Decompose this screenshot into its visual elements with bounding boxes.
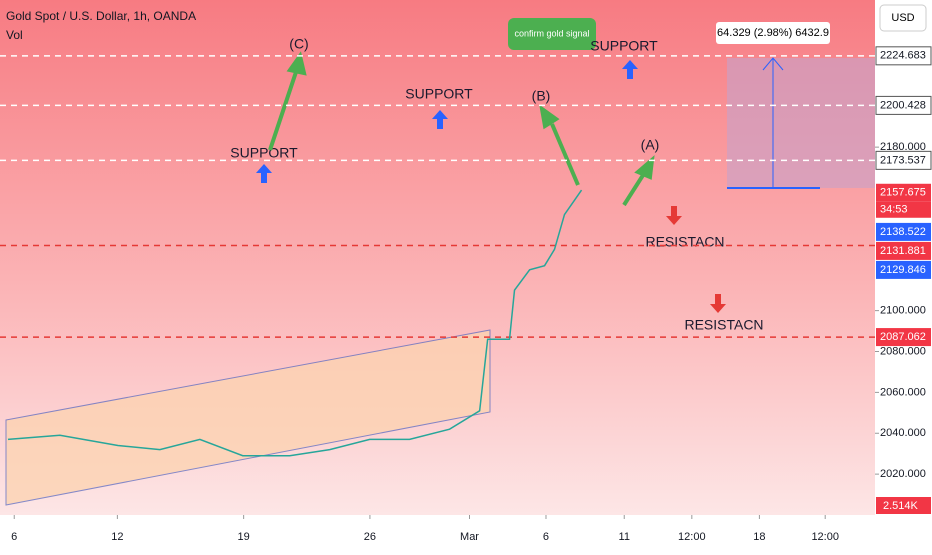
time-axis-bg (0, 515, 932, 550)
price-tag (876, 260, 931, 279)
price-tag (875, 46, 932, 66)
x-tick-label: 6 (543, 531, 549, 543)
price-tag-label: 2224.683 (880, 50, 926, 62)
wave-arrows (268, 51, 655, 207)
wave-label: (A) (641, 137, 660, 153)
support-label: SUPPORT (405, 86, 473, 102)
wave-label: (C) (289, 36, 308, 52)
x-tick-label: 18 (753, 531, 765, 543)
price-tag-label: 2157.675 (880, 187, 926, 199)
support-label: SUPPORT (590, 38, 658, 54)
measure-label-bg (716, 22, 830, 44)
volume-tag: 2.514K (883, 500, 919, 512)
x-tick-label: 11 (619, 531, 630, 543)
countdown: 34:53 (880, 204, 908, 216)
price-tag-label: 2138.522 (880, 226, 926, 238)
x-tick-label: 12 (111, 531, 123, 543)
price-tag-label: 2087.062 (880, 331, 926, 343)
price-tag (875, 150, 932, 170)
channel (5, 329, 491, 506)
currency-button[interactable] (879, 4, 927, 32)
price-tag (876, 183, 931, 202)
volume-label: Vol (6, 28, 23, 42)
y-tick-label: 2020.000 (880, 468, 926, 480)
x-tick-label: 6 (11, 531, 17, 543)
price-tag-label: 2131.881 (880, 245, 926, 257)
y-tick-label: 2180.000 (880, 141, 926, 153)
countdown-bg (876, 201, 931, 218)
price-tag (876, 222, 931, 241)
support-label: SUPPORT (230, 145, 298, 161)
x-tick-label: 19 (238, 531, 250, 543)
price-tag (876, 328, 931, 347)
down-arrows (666, 206, 726, 313)
callout-bg (508, 18, 596, 50)
x-tick-label: 26 (364, 531, 376, 543)
x-tick-label: 12:00 (811, 531, 839, 543)
x-tick-label: 12:00 (678, 531, 706, 543)
measure-head (762, 57, 784, 71)
price-tag (875, 95, 932, 115)
measure-label: 64.329 (2.98%) 6432.9 (717, 27, 829, 39)
price-line (7, 189, 583, 457)
currency[interactable]: USD (891, 12, 914, 24)
resistance-label: RESISTACN (645, 234, 724, 250)
price-tag (876, 241, 931, 260)
y-tick-label: 2060.000 (880, 386, 926, 398)
price-tag-label: 2173.537 (880, 154, 926, 166)
wave-label: (B) (532, 88, 551, 104)
price-tag-label: 2200.428 (880, 99, 926, 111)
x-tick-label: Mar (460, 531, 479, 543)
up-arrows (256, 60, 638, 183)
callout: confirm gold signal (514, 28, 589, 38)
volume-tag-bg (876, 497, 931, 514)
chart-title: Gold Spot / U.S. Dollar, 1h, OANDA (6, 9, 196, 23)
y-tick-label: 2040.000 (880, 427, 926, 439)
y-tick-label: 2080.000 (880, 345, 926, 357)
resistance-label: RESISTACN (684, 317, 763, 333)
measure-box (727, 58, 875, 188)
price-tag-label: 2129.846 (880, 264, 926, 276)
y-tick-label: 2100.000 (880, 305, 926, 317)
